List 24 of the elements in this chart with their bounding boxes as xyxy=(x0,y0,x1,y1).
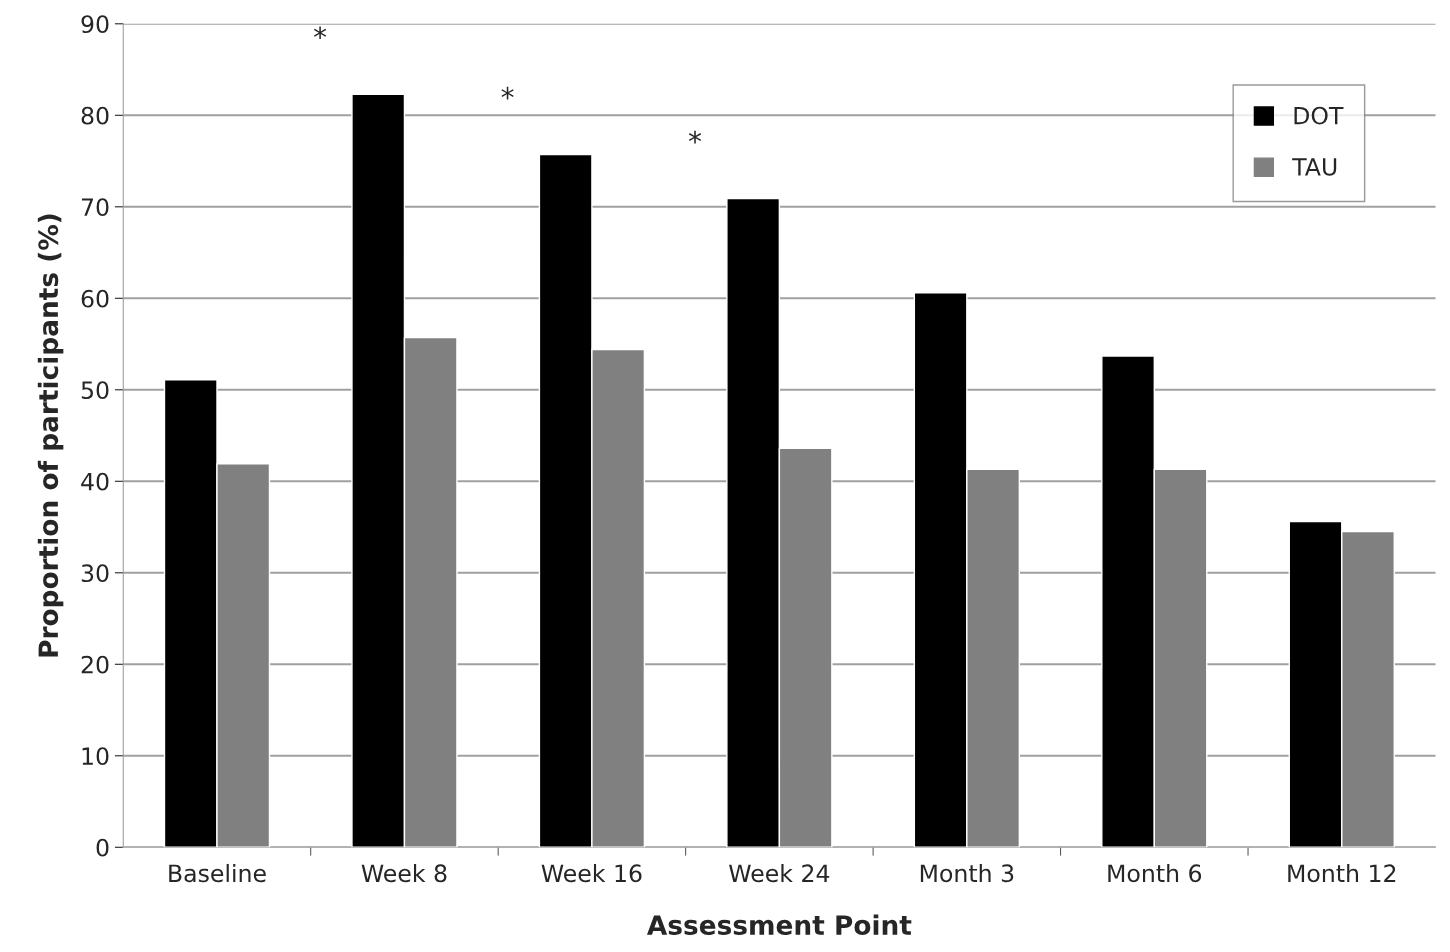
y-tick-label: 60 xyxy=(81,289,109,308)
annotation: * xyxy=(501,86,514,100)
x-tick-label: Week 24 xyxy=(729,863,830,883)
annotation: * xyxy=(688,130,702,144)
x-tick-label: Month 6 xyxy=(1108,863,1202,883)
annotation: * xyxy=(313,26,327,40)
x-tick-label: Week 8 xyxy=(361,863,447,883)
y-axis-title: Proportion of participants (%) xyxy=(37,214,64,657)
y-tick-label: 80 xyxy=(81,106,109,125)
y-tick-label: 30 xyxy=(81,564,109,583)
x-tick-label: Month 12 xyxy=(1288,863,1396,883)
legend-label: TAU xyxy=(1292,158,1337,176)
y-tick-label: 90 xyxy=(81,15,109,34)
legend-label: DOT xyxy=(1294,106,1344,125)
y-tick-label: 0 xyxy=(96,838,109,857)
y-tick-label: 50 xyxy=(81,381,109,400)
x-tick-label: Week 16 xyxy=(541,863,642,883)
y-tick-label: 70 xyxy=(81,198,109,217)
x-tick-label: Month 3 xyxy=(920,863,1014,883)
x-axis-title: Assessment Point xyxy=(646,914,912,935)
y-tick-label: 20 xyxy=(81,655,109,674)
x-tick-label: Baseline xyxy=(169,863,266,883)
y-tick-label: 40 xyxy=(81,472,109,491)
y-tick-label: 10 xyxy=(82,747,109,766)
